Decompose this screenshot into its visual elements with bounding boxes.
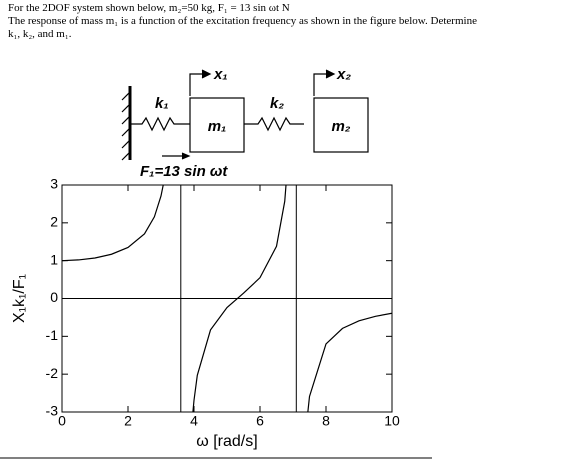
x-tick-label: 6 — [256, 413, 264, 429]
problem-line: k₁, k₂, and m₁. — [8, 28, 72, 40]
y-tick-label: 3 — [50, 176, 58, 192]
y-tick-label: 0 — [50, 289, 58, 305]
plot: 0 2 4 6 8 10 -3 -2 -1 0 1 2 3 ω [rad/s] X₁k₁/F₁ — [11, 176, 400, 451]
y-axis-label: X₁k₁/F₁ — [11, 274, 28, 323]
x-tick-label: 4 — [190, 413, 198, 429]
response-curve — [62, 185, 392, 412]
y-tick-label: 2 — [50, 214, 58, 230]
y-tick-label: -3 — [46, 403, 59, 419]
x-tick-label: 10 — [384, 413, 400, 429]
problem-line: For the 2DOF system shown below, m₂=50 k… — [8, 2, 290, 14]
x-tick-label: 0 — [58, 413, 66, 429]
mechanism — [121, 69, 369, 161]
x1-label: x₁ — [213, 66, 228, 83]
x-axis-label: ω [rad/s] — [196, 433, 257, 450]
x-tick-label: 8 — [322, 413, 330, 429]
x-tick-label: 2 — [124, 413, 132, 429]
y-tick-label: -2 — [46, 365, 59, 381]
m2-label: m₂ — [331, 118, 350, 135]
k2-label: k₂ — [270, 95, 284, 112]
x2-label: x₂ — [336, 66, 351, 83]
y-tick-label: 1 — [50, 251, 58, 267]
force-label: F₁=13 sin ωt — [140, 163, 228, 180]
k1-label: k₁ — [155, 95, 169, 112]
m1-label: m₁ — [208, 118, 227, 135]
y-tick-label: -1 — [46, 327, 59, 343]
problem-line: The response of mass m₁ is a function of… — [8, 15, 477, 27]
